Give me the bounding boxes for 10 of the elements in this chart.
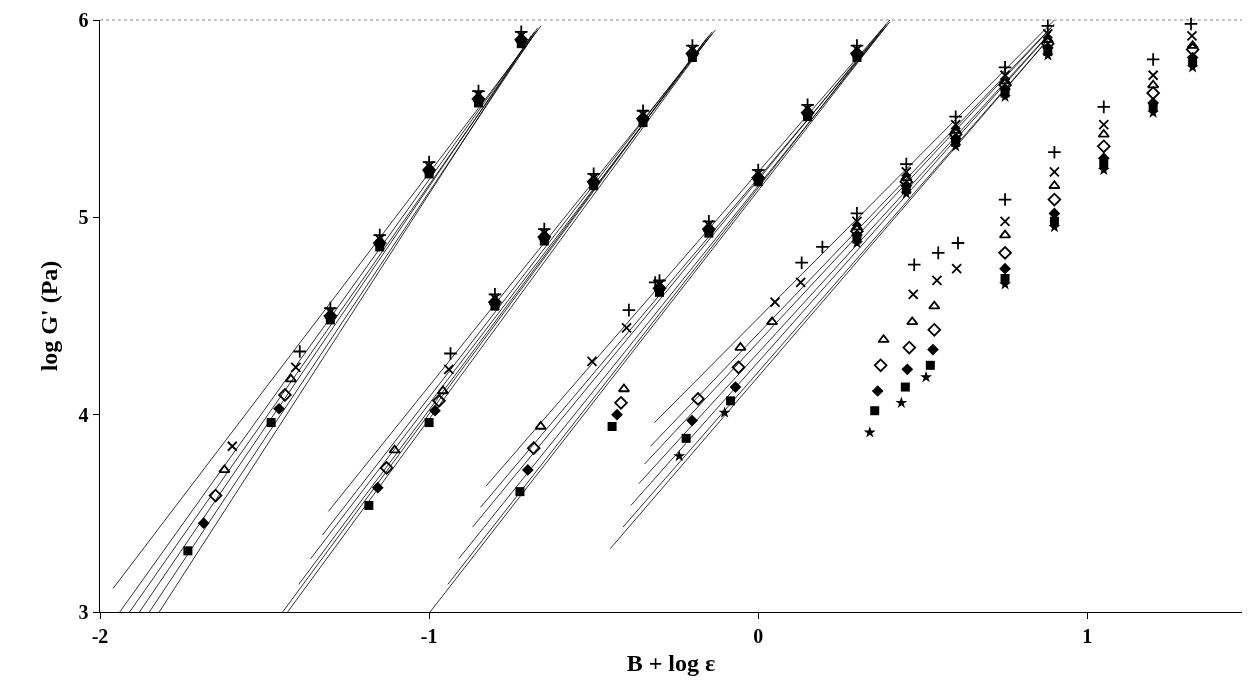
y-tick-label: 4 [78,403,89,426]
x-tick-label: -1 [420,625,438,647]
x-tick-label: 0 [753,625,764,647]
x-axis-title: B + log ε [626,650,716,677]
y-tick-label: 3 [78,601,89,623]
x-tick-label: 1 [1082,625,1093,647]
x-tick-label: -2 [91,625,109,647]
y-tick-label: 5 [78,206,89,229]
y-axis-title: log G' (Pa) [35,260,62,372]
y-tick-label: 6 [78,9,89,31]
